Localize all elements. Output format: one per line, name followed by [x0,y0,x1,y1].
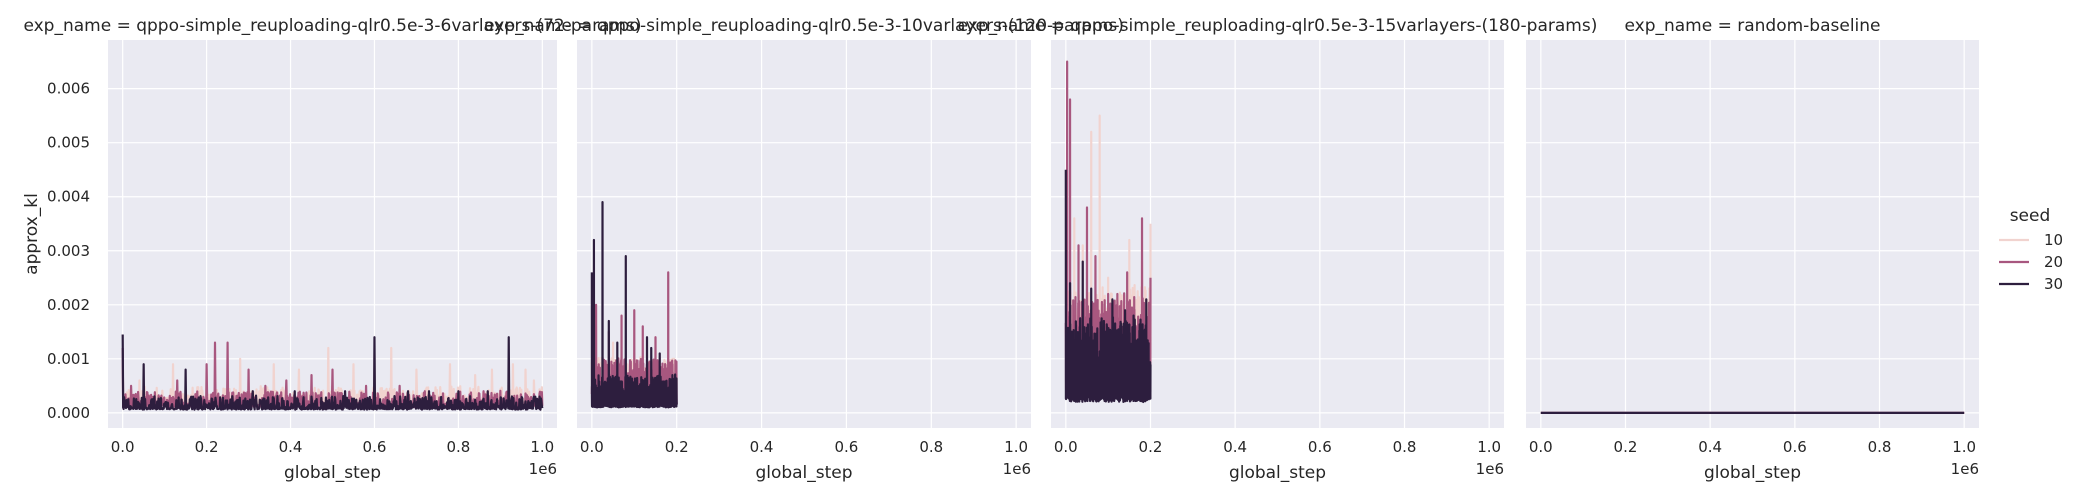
series-line-seed-30 [121,334,544,411]
x-tick-label: 0.2 [195,438,219,456]
x-tick-label: 0.6 [1783,438,1807,456]
axes-background [1526,40,1979,428]
legend-label-seed-30: 30 [2044,275,2063,293]
x-tick-label: 0.6 [835,438,859,456]
x-tick-label: 0.8 [446,438,470,456]
legend-title: seed [2010,206,2051,226]
x-tick-label: 0.8 [919,438,943,456]
panel-title: exp_name = qppo-simple_reuploading-qlr0.… [23,16,641,36]
x-tick-label: 1.0 [1004,438,1028,456]
x-tick-label: 0.6 [1308,438,1332,456]
x-tick-label: 1.0 [1477,438,1501,456]
x-axis-label: global_step [284,463,381,483]
x-tick-label: 0.0 [1054,438,1078,456]
series-line-seed-30 [1064,169,1152,404]
x-tick-label: 0.6 [363,438,387,456]
panel-title: exp_name = qppo-simple_reuploading-qlr0.… [958,16,1598,36]
x-tick-label: 0.4 [750,438,774,456]
x-tick-label: 0.4 [1223,438,1247,456]
y-tick-label: 0.000 [47,404,90,422]
series-line-seed-30 [590,201,678,409]
legend-label-seed-20: 20 [2044,253,2063,271]
y-tick-label: 0.002 [47,296,90,314]
x-tick-label: 0.0 [580,438,604,456]
facet-panel-3: exp_name = qppo-simple_reuploading-qlr0.… [958,16,1598,483]
x-offset-label: 1e6 [1951,460,1979,478]
facet-panel-2: exp_name = qppo-simple_reuploading-qlr0.… [484,16,1124,483]
x-offset-label: 1e6 [529,460,557,478]
x-axis-label: global_step [1229,463,1326,483]
x-axis-label: global_step [755,463,852,483]
facet-panel-1: exp_name = qppo-simple_reuploading-qlr0.… [22,16,642,483]
y-tick-label: 0.004 [47,188,90,206]
x-offset-label: 1e6 [1476,460,1504,478]
x-tick-label: 0.2 [1614,438,1638,456]
x-tick-label: 0.8 [1393,438,1417,456]
panel-title: exp_name = qppo-simple_reuploading-qlr0.… [484,16,1124,36]
x-tick-label: 0.4 [1698,438,1722,456]
x-tick-label: 1.0 [1952,438,1976,456]
x-tick-label: 0.8 [1868,438,1892,456]
y-tick-label: 0.006 [47,80,90,98]
x-tick-label: 0.4 [279,438,303,456]
x-tick-label: 0.2 [665,438,689,456]
x-tick-label: 1.0 [530,438,554,456]
axes-background [108,40,557,428]
panel-title: exp_name = random-baseline [1624,16,1880,36]
y-axis-label: approx_kl [22,193,42,275]
facet-panel-4: exp_name = random-baseline 0.0 0.2 0.4 0.6 0.… [1526,16,1979,483]
legend-label-seed-10: 10 [2044,231,2063,249]
x-offset-label: 1e6 [1003,460,1031,478]
x-tick-label: 0.2 [1139,438,1163,456]
x-tick-label: 0.0 [111,438,135,456]
y-tick-label: 0.003 [47,242,90,260]
y-tick-label: 0.005 [47,134,90,152]
legend: seed 10 20 30 [1999,206,2063,293]
y-tick-label: 0.001 [47,350,90,368]
x-tick-label: 0.0 [1529,438,1553,456]
x-axis-label: global_step [1704,463,1801,483]
